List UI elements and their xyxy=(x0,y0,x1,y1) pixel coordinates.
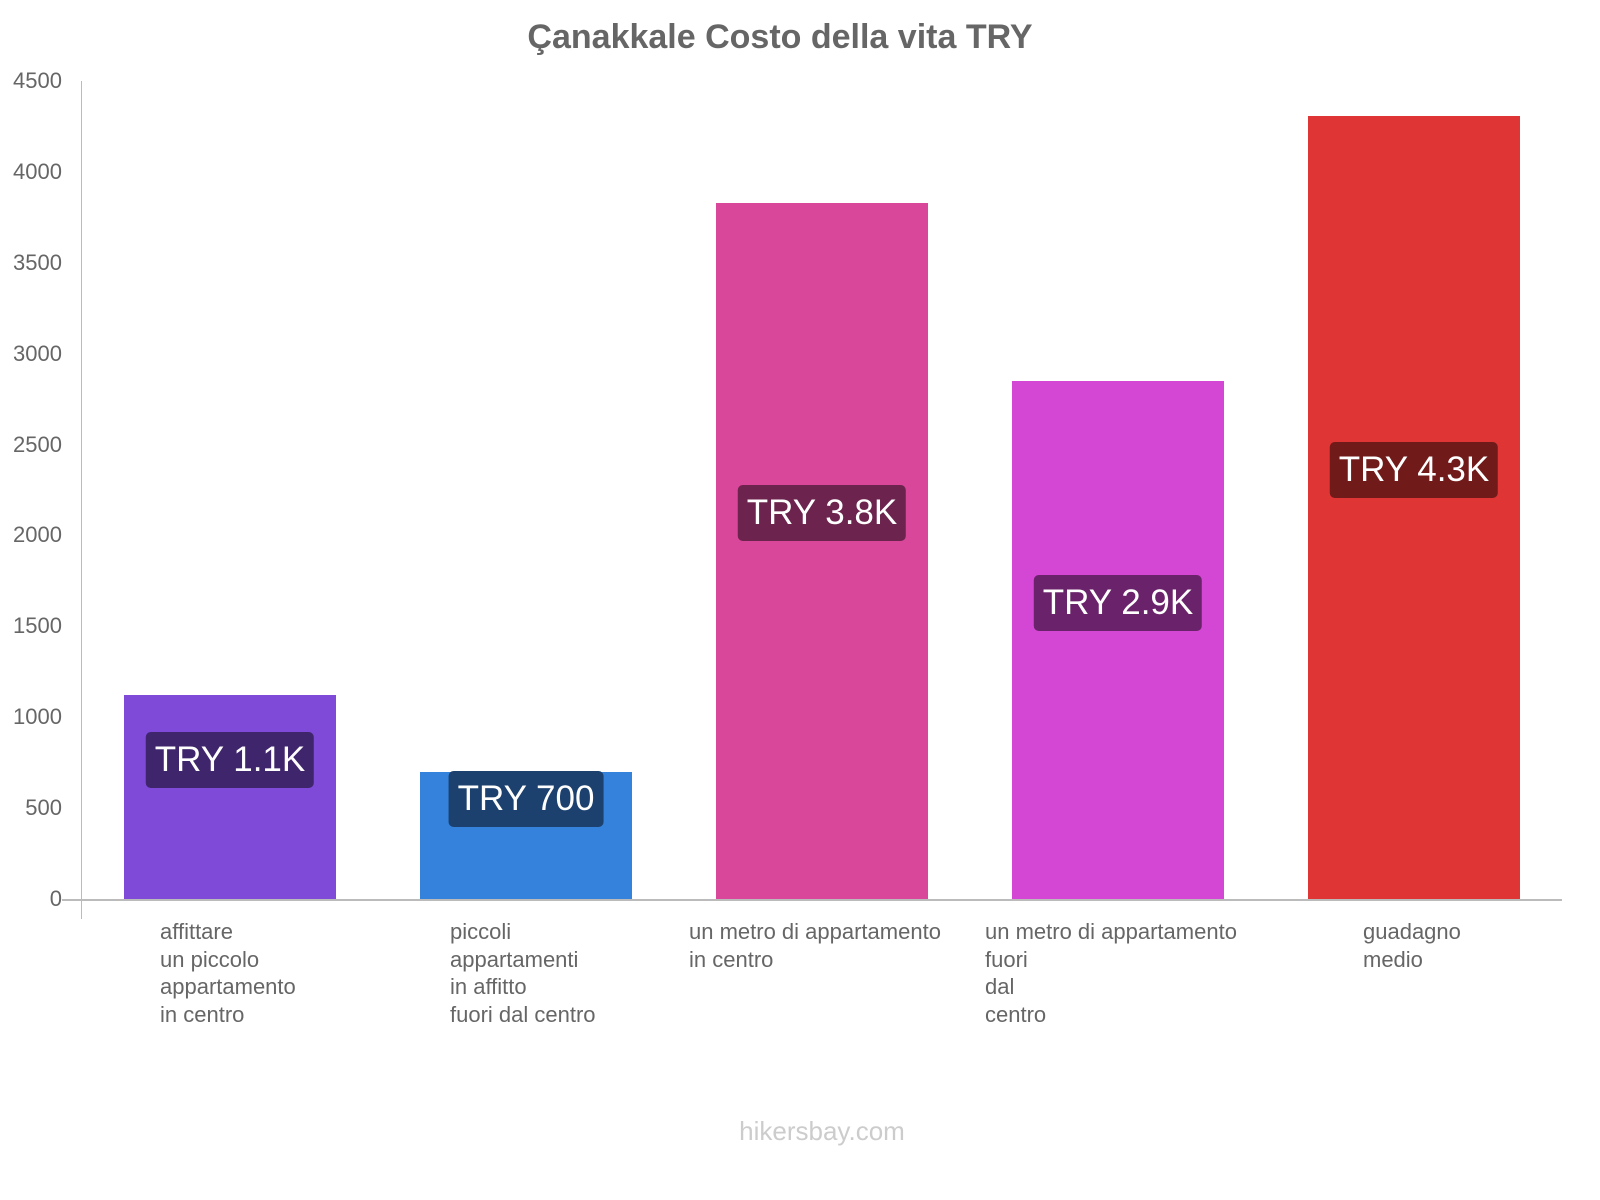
bar[interactable] xyxy=(1012,380,1224,899)
x-category-label: affittare un piccolo appartamento in cen… xyxy=(160,919,296,1027)
bar-value-label: TRY 700 xyxy=(448,771,604,827)
bar-value-label: TRY 4.3K xyxy=(1329,442,1499,498)
y-tick-label: 3000 xyxy=(13,340,62,366)
y-tick-label: 0 xyxy=(49,886,62,911)
y-tick-label: 1500 xyxy=(13,613,62,639)
bar[interactable] xyxy=(716,202,928,899)
y-tick-label: 4000 xyxy=(13,158,62,184)
y-tick-label: 2500 xyxy=(13,431,62,457)
bar-value-label: TRY 2.9K xyxy=(1033,575,1203,631)
y-tick-label: 4500 xyxy=(13,68,62,93)
x-category-label: guadagno medio xyxy=(1363,919,1461,972)
bar[interactable] xyxy=(124,695,336,899)
y-axis-line xyxy=(81,81,82,919)
y-tick-label: 3500 xyxy=(13,249,62,275)
bar[interactable] xyxy=(1308,115,1520,899)
bar-value-label: TRY 1.1K xyxy=(145,732,315,788)
footer-watermark: hikersbay.com xyxy=(739,1116,905,1146)
x-axis-line xyxy=(62,899,1562,901)
chart-title: Çanakkale Costo della vita TRY xyxy=(527,18,1033,56)
y-tick-label: 500 xyxy=(25,795,62,821)
x-category-label: un metro di appartamento in centro xyxy=(689,919,941,972)
y-tick-label: 1000 xyxy=(13,704,62,730)
y-tick-label: 2000 xyxy=(13,522,62,548)
x-category-label: piccoli appartamenti in affitto fuori da… xyxy=(450,919,596,1027)
x-category-label: un metro di appartamento fuori dal centr… xyxy=(985,919,1237,1027)
bar-value-label: TRY 3.8K xyxy=(737,485,907,541)
